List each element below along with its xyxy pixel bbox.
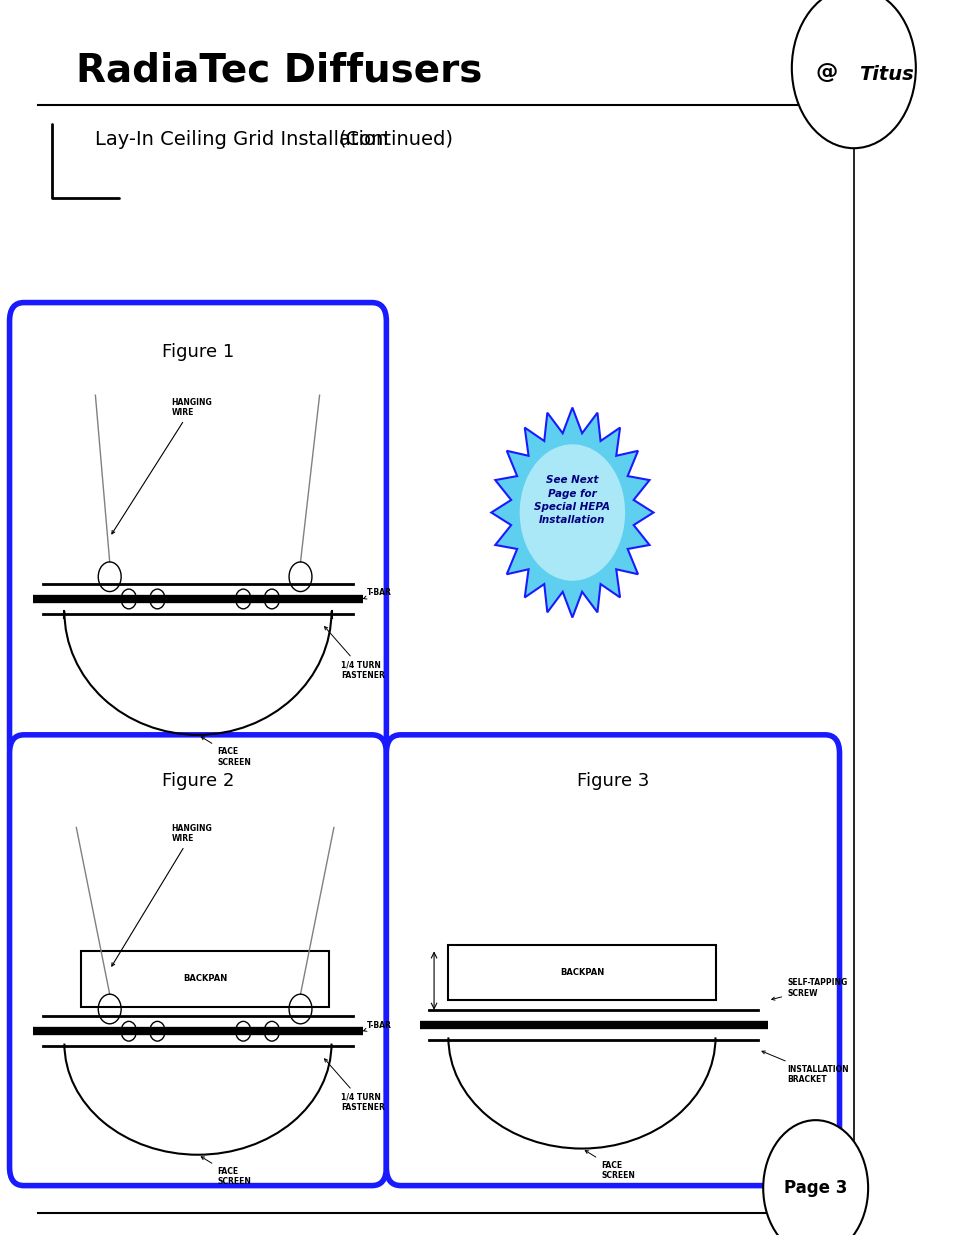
- Text: Figure 1: Figure 1: [162, 343, 233, 362]
- Text: Figure 2: Figure 2: [162, 772, 233, 790]
- Text: See Next
Page for
Special HEPA
Installation: See Next Page for Special HEPA Installat…: [534, 475, 610, 525]
- Circle shape: [791, 0, 915, 148]
- Text: HANGING
WIRE: HANGING WIRE: [112, 824, 213, 966]
- Circle shape: [762, 1120, 867, 1235]
- Text: BACKPAN: BACKPAN: [183, 974, 227, 983]
- Bar: [81, 951, 329, 1007]
- Text: @: @: [815, 62, 838, 82]
- Text: FACE
SCREEN: FACE SCREEN: [584, 1151, 635, 1181]
- Text: Page 3: Page 3: [783, 1179, 846, 1197]
- Text: INSTALLATION
BRACKET: INSTALLATION BRACKET: [761, 1051, 848, 1084]
- Text: Lay-In Ceiling Grid Installation: Lay-In Ceiling Grid Installation: [95, 130, 388, 148]
- Text: BACKPAN: BACKPAN: [559, 968, 603, 977]
- Text: RadiaTec Diffusers: RadiaTec Diffusers: [76, 52, 482, 90]
- Text: 1/4 TURN
FASTENER: 1/4 TURN FASTENER: [324, 1058, 384, 1113]
- Text: Figure 3: Figure 3: [577, 772, 648, 790]
- Text: HANGING
WIRE: HANGING WIRE: [112, 398, 213, 534]
- Bar: [448, 945, 715, 1000]
- Text: SELF-TAPPING
SCREW: SELF-TAPPING SCREW: [771, 978, 846, 1000]
- Text: T-BAR: T-BAR: [363, 588, 392, 599]
- Text: 1/4 TURN
FASTENER: 1/4 TURN FASTENER: [324, 626, 384, 680]
- Circle shape: [519, 445, 624, 580]
- Polygon shape: [491, 408, 653, 618]
- Text: Titus: Titus: [858, 64, 912, 84]
- Text: T-BAR: T-BAR: [363, 1020, 392, 1031]
- Text: FACE
SCREEN: FACE SCREEN: [201, 737, 251, 767]
- FancyBboxPatch shape: [10, 735, 386, 1186]
- Text: FACE
SCREEN: FACE SCREEN: [201, 1157, 251, 1187]
- FancyBboxPatch shape: [386, 735, 839, 1186]
- FancyBboxPatch shape: [10, 303, 386, 766]
- Text: (Continued): (Continued): [338, 130, 454, 148]
